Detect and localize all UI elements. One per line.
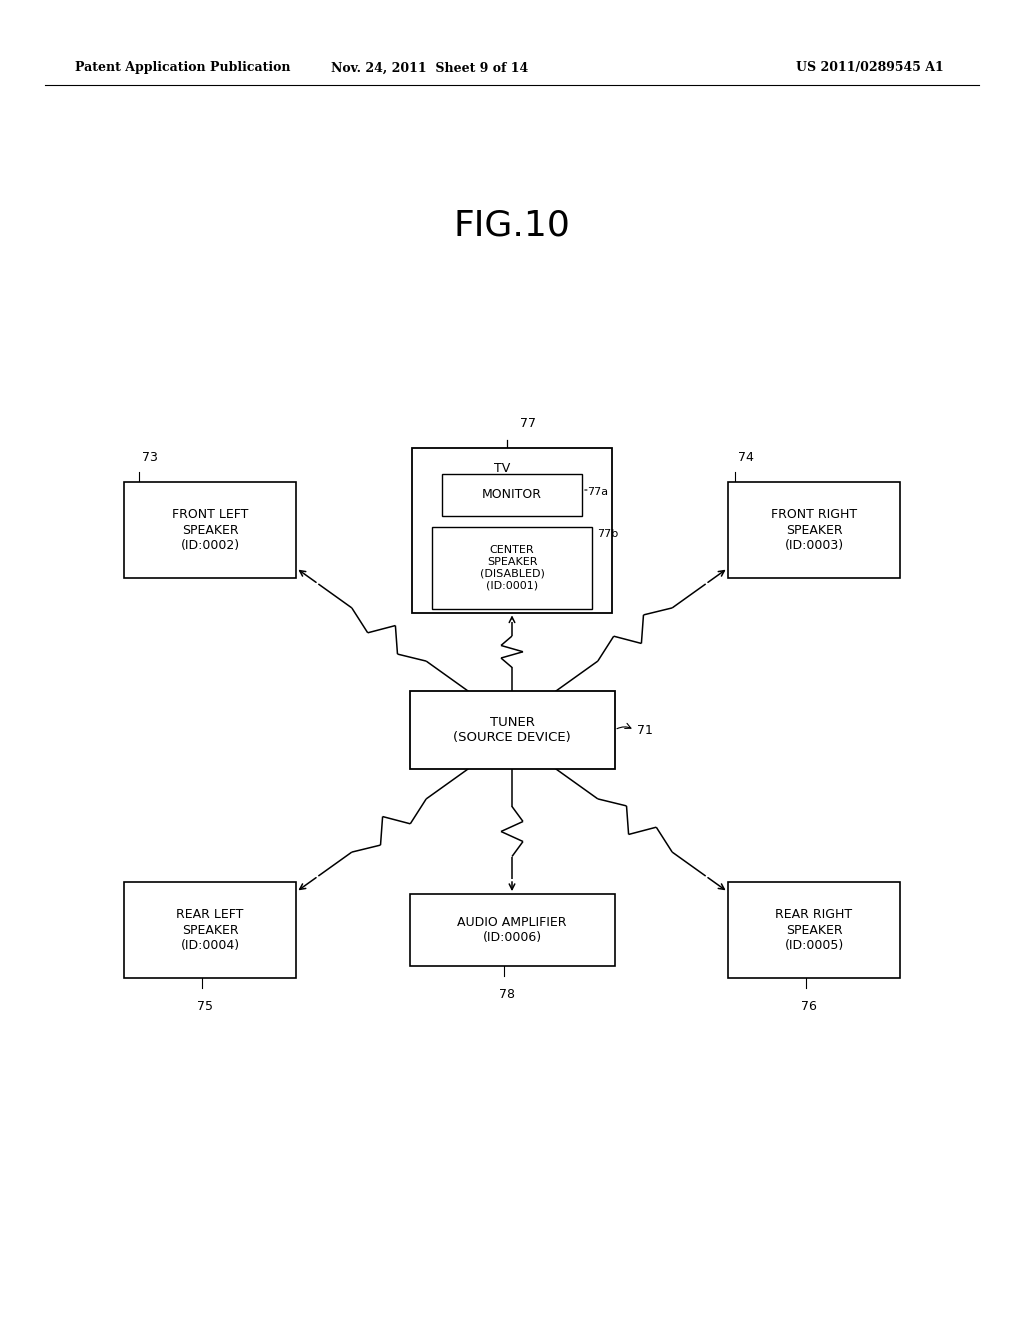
Bar (728, 482, 900, 578)
Text: US 2011/0289545 A1: US 2011/0289545 A1 (796, 62, 944, 74)
Text: CENTER
SPEAKER
(DISABLED)
(ID:0001): CENTER SPEAKER (DISABLED) (ID:0001) (479, 545, 545, 591)
Text: AUDIO AMPLIFIER
(ID:0006): AUDIO AMPLIFIER (ID:0006) (458, 916, 566, 945)
Text: MONITOR: MONITOR (482, 488, 542, 502)
Text: FRONT RIGHT
SPEAKER
(ID:0003): FRONT RIGHT SPEAKER (ID:0003) (771, 507, 857, 553)
Bar (432, 527, 592, 609)
Text: 71: 71 (637, 723, 652, 737)
Text: REAR RIGHT
SPEAKER
(ID:0005): REAR RIGHT SPEAKER (ID:0005) (775, 908, 853, 953)
Text: 78: 78 (499, 987, 515, 1001)
Text: 77a: 77a (587, 487, 608, 498)
Text: 76: 76 (801, 1001, 817, 1012)
Bar (124, 482, 296, 578)
Text: FIG.10: FIG.10 (454, 209, 570, 242)
Text: 75: 75 (197, 1001, 213, 1012)
Text: FRONT LEFT
SPEAKER
(ID:0002): FRONT LEFT SPEAKER (ID:0002) (172, 507, 248, 553)
Text: Nov. 24, 2011  Sheet 9 of 14: Nov. 24, 2011 Sheet 9 of 14 (332, 62, 528, 74)
Bar (412, 447, 612, 612)
Text: 77b: 77b (597, 529, 618, 539)
Bar (124, 882, 296, 978)
Text: Patent Application Publication: Patent Application Publication (75, 62, 291, 74)
Text: REAR LEFT
SPEAKER
(ID:0004): REAR LEFT SPEAKER (ID:0004) (176, 908, 244, 953)
Text: TV: TV (494, 462, 510, 474)
Text: 73: 73 (142, 451, 158, 465)
Bar (442, 474, 582, 516)
Text: 77: 77 (520, 417, 536, 430)
Text: 74: 74 (738, 451, 754, 465)
Text: TUNER
(SOURCE DEVICE): TUNER (SOURCE DEVICE) (454, 715, 570, 744)
Bar (410, 894, 614, 966)
Bar (410, 690, 614, 770)
Bar (728, 882, 900, 978)
